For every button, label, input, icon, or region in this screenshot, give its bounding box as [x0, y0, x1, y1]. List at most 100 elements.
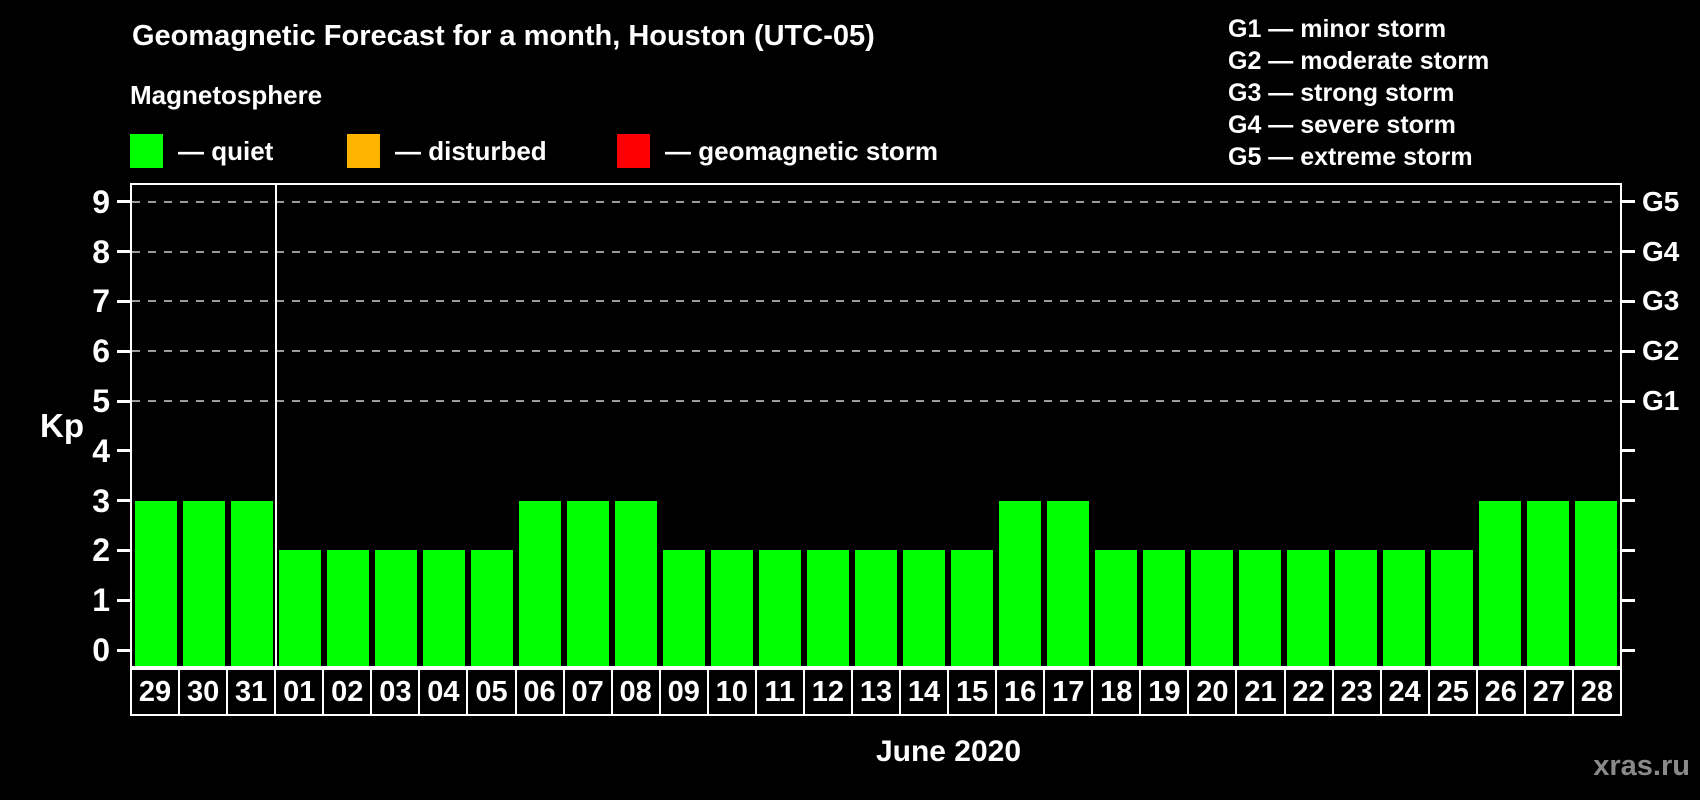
- right-tick-kp2: [1622, 548, 1635, 552]
- y-tick-label-9: 9: [92, 183, 110, 220]
- kp-bar-day-01: [278, 550, 322, 666]
- quiet-color-swatch: [130, 134, 163, 168]
- day-label-28: 28: [1571, 668, 1622, 716]
- kp-bar-day-28: [1574, 500, 1618, 666]
- kp-bar-day-22: [1286, 550, 1330, 666]
- left-tick-kp7: [117, 299, 130, 303]
- kp-bar-day-19: [1142, 550, 1186, 666]
- plot-area: [130, 183, 1622, 668]
- left-tick-kp9: [117, 200, 130, 204]
- kp-bar-day-27: [1526, 500, 1570, 666]
- gridline-kp5: [132, 400, 1620, 402]
- kp-bar-day-03: [374, 550, 418, 666]
- y-tick-label-4: 4: [92, 432, 110, 469]
- day-label-21: 21: [1235, 668, 1286, 716]
- kp-bar-day-21: [1238, 550, 1282, 666]
- day-label-30: 30: [178, 668, 229, 716]
- kp-bar-day-31: [230, 500, 274, 666]
- left-tick-kp2: [117, 548, 130, 552]
- y-tick-label-1: 1: [92, 582, 110, 619]
- right-axis-label-G1: G1: [1642, 385, 1680, 416]
- right-tick-kp6: [1622, 349, 1635, 353]
- kp-bar-day-02: [326, 550, 370, 666]
- g-legend-line: G4 — severe storm: [1228, 111, 1456, 139]
- day-label-11: 11: [754, 668, 805, 716]
- day-label-03: 03: [370, 668, 421, 716]
- day-label-02: 02: [322, 668, 373, 716]
- day-label-23: 23: [1331, 668, 1382, 716]
- day-label-27: 27: [1523, 668, 1574, 716]
- gridline-kp6: [132, 350, 1620, 353]
- right-tick-kp7: [1622, 299, 1635, 303]
- day-label-24: 24: [1379, 668, 1430, 716]
- right-axis-label-G4: G4: [1642, 235, 1680, 267]
- y-tick-label-5: 5: [92, 383, 110, 419]
- day-label-07: 07: [562, 668, 613, 716]
- day-label-16: 16: [995, 668, 1046, 716]
- right-axis-label-G2: G2: [1642, 335, 1680, 367]
- month-separator-line: [275, 185, 277, 666]
- legend-item-storm: — geomagnetic storm: [617, 133, 938, 169]
- y-tick-label-6: 6: [92, 333, 110, 370]
- day-label-13: 13: [850, 668, 901, 716]
- kp-bar-day-07: [566, 500, 610, 666]
- g-legend-line: G3 — strong storm: [1228, 79, 1455, 107]
- kp-bar-day-23: [1334, 550, 1378, 666]
- gridline-kp9: [132, 200, 1620, 203]
- kp-bar-day-10: [710, 550, 754, 666]
- kp-bar-day-09: [662, 550, 706, 666]
- left-tick-kp8: [117, 250, 130, 254]
- gridline-kp7: [132, 300, 1620, 303]
- left-tick-kp3: [117, 499, 130, 503]
- right-tick-kp9: [1622, 200, 1635, 204]
- storm-color-swatch: [617, 134, 650, 168]
- right-tick-kp1: [1622, 598, 1635, 602]
- g-legend-line: G1 — minor storm: [1228, 15, 1447, 43]
- kp-bar-day-24: [1382, 550, 1426, 666]
- gridline-kp8: [132, 250, 1620, 253]
- day-label-29: 29: [130, 668, 181, 716]
- kp-bar-day-25: [1430, 550, 1474, 666]
- kp-bar-day-18: [1094, 550, 1138, 666]
- right-tick-kp8: [1622, 250, 1635, 254]
- day-label-06: 06: [514, 668, 565, 716]
- kp-bar-day-20: [1190, 550, 1234, 666]
- kp-bar-day-15: [950, 550, 994, 666]
- left-tick-kp5: [117, 399, 130, 403]
- legend-label-storm: — geomagnetic storm: [665, 135, 939, 166]
- kp-bar-day-12: [806, 550, 850, 666]
- kp-bar-day-30: [182, 500, 226, 666]
- chart-title: Geomagnetic Forecast for a month, Housto…: [132, 20, 875, 52]
- g-legend-line: G2 — moderate storm: [1228, 47, 1490, 75]
- kp-bar-day-13: [854, 550, 898, 666]
- kp-bar-day-06: [518, 500, 562, 666]
- y-tick-label-3: 3: [92, 482, 110, 519]
- left-tick-kp1: [117, 598, 130, 602]
- day-label-20: 20: [1187, 668, 1238, 716]
- kp-bar-day-17: [1046, 500, 1090, 666]
- kp-bar-day-29: [134, 500, 178, 666]
- day-label-15: 15: [947, 668, 998, 716]
- right-axis-label-G5: G5: [1642, 185, 1680, 217]
- x-axis-day-labels: 29 30 31 01 02 03 04 05 06 07 08 09 10 11 12 13 14 15 16 17…: [130, 668, 1622, 716]
- magnetosphere-legend-heading: Magnetosphere: [130, 80, 323, 110]
- day-label-22: 22: [1283, 668, 1334, 716]
- g-scale-legend: G1 — minor storm G2 — moderate storm G3 — …: [1228, 13, 1489, 173]
- legend-label-quiet: — quiet: [178, 135, 274, 166]
- y-tick-label-2: 2: [92, 532, 110, 569]
- legend-item-quiet: — quiet: [130, 133, 273, 169]
- x-axis-month-label: June 2020: [875, 735, 1022, 768]
- legend-item-disturbed: — disturbed: [347, 133, 547, 169]
- kp-bar-day-14: [902, 550, 946, 666]
- kp-bar-day-11: [758, 550, 802, 666]
- right-tick-kp0: [1622, 648, 1635, 652]
- left-tick-kp4: [117, 449, 130, 453]
- day-label-10: 10: [706, 668, 757, 716]
- watermark: xras.ru: [1593, 750, 1690, 782]
- day-label-18: 18: [1091, 668, 1142, 716]
- kp-bar-day-08: [614, 500, 658, 666]
- y-tick-label-0: 0: [92, 632, 110, 668]
- y-axis-label: Kp: [40, 407, 84, 444]
- disturbed-color-swatch: [347, 134, 380, 168]
